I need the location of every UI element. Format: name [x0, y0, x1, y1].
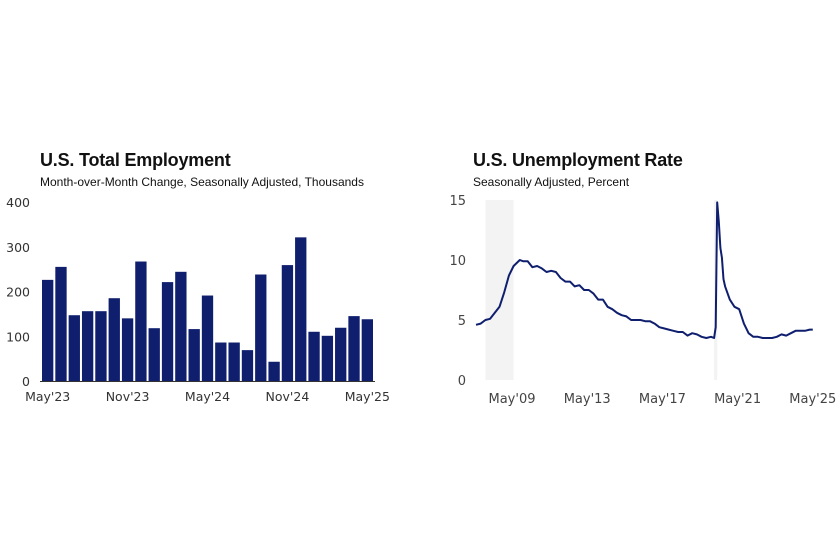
x-tick-label: May'17 [639, 392, 686, 407]
y-tick-label: 10 [449, 254, 466, 269]
bar-2023-10 [108, 298, 120, 381]
bar-2023-08 [81, 311, 94, 381]
x-tick-label: Nov'23 [106, 389, 150, 404]
y-tick-label: 15 [449, 194, 466, 209]
y-tick-label: 0 [458, 374, 466, 389]
x-tick-label: May'24 [185, 389, 230, 404]
y-tick-label: 400 [6, 195, 30, 210]
bar-2023-06 [55, 266, 67, 381]
bar-2025-05 [361, 319, 373, 381]
bar-2024-11 [281, 265, 294, 381]
y-tick-label: 5 [458, 314, 466, 329]
x-tick-label: May'09 [489, 392, 536, 407]
bar-2023-09 [95, 311, 107, 381]
bar-2025-04 [348, 316, 360, 381]
bar-2024-05 [201, 295, 214, 381]
y-tick-label: 200 [6, 285, 30, 300]
bar-2024-03 [175, 271, 187, 381]
bar-2024-10 [268, 361, 280, 381]
bar-2024-07 [228, 342, 240, 381]
x-tick-label: May'23 [25, 389, 70, 404]
unemployment-chart-title: U.S. Unemployment Rate [473, 150, 683, 170]
employment-chart-title: U.S. Total Employment [40, 150, 231, 170]
bar-2024-02 [161, 282, 174, 381]
bar-2025-03 [335, 327, 347, 381]
recession-shading [485, 200, 514, 380]
bar-2023-05 [42, 279, 54, 381]
y-tick-label: 300 [6, 240, 30, 255]
bar-2023-07 [68, 315, 80, 381]
y-tick-label: 0 [22, 374, 30, 389]
x-tick-label: May'25 [345, 389, 390, 404]
unemployment-rate-line [475, 201, 813, 339]
y-tick-label: 100 [6, 329, 30, 344]
bar-2024-04 [188, 329, 200, 381]
bar-2023-12 [135, 261, 147, 381]
bar-2025-02 [321, 335, 334, 381]
bar-2025-01 [308, 331, 320, 381]
bar-2024-09 [255, 274, 267, 381]
bar-2024-12 [295, 237, 307, 381]
employment-chart-subtitle: Month-over-Month Change, Seasonally Adju… [40, 175, 364, 189]
bar-2023-11 [121, 318, 134, 381]
x-tick-label: May'21 [714, 392, 761, 407]
unemployment-chart-subtitle: Seasonally Adjusted, Percent [473, 175, 630, 189]
x-tick-label: Nov'24 [266, 389, 310, 404]
x-tick-label: May'25 [789, 392, 836, 407]
bar-2024-01 [148, 328, 160, 381]
bar-2024-06 [215, 342, 227, 381]
bar-2024-08 [241, 350, 254, 381]
x-tick-label: May'13 [564, 392, 611, 407]
